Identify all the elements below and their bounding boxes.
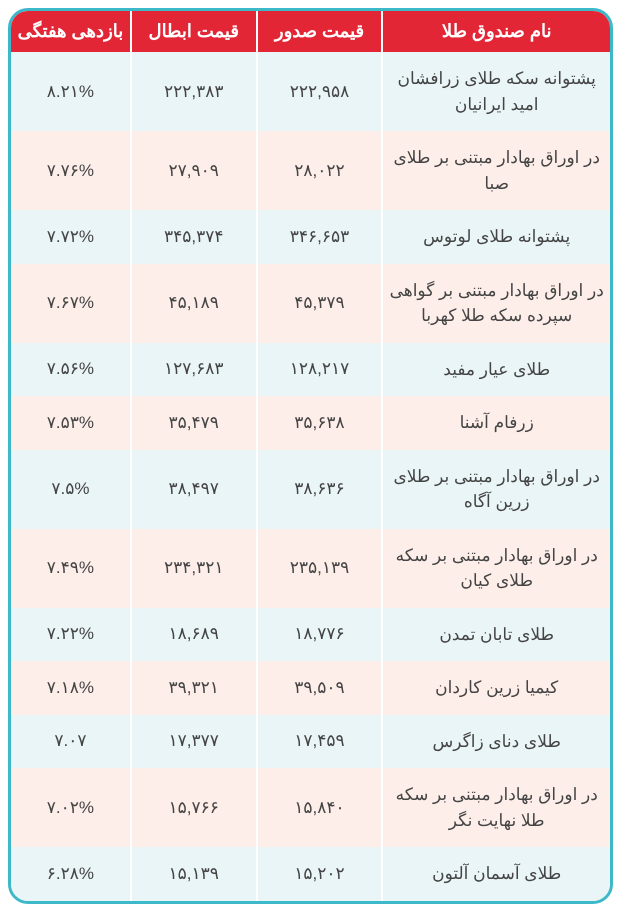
cell-name: در اوراق بهادار مبتنی بر گواهی سپرده سکه… xyxy=(382,264,610,343)
cell-weekly: ۷.۵% xyxy=(11,450,131,529)
table-row: پشتوانه طلای لوتوس ۳۴۶,۶۵۳ ۳۴۵,۳۷۴ ۷.۷۲% xyxy=(11,210,610,264)
table-row: طلای تابان تمدن ۱۸,۷۷۶ ۱۸,۶۸۹ ۷.۲۲% xyxy=(11,608,610,662)
cell-weekly: ۷.۶۷% xyxy=(11,264,131,343)
cell-redeem: ۱۵,۱۳۹ xyxy=(131,847,257,901)
cell-name: طلای دنای زاگرس xyxy=(382,715,610,769)
cell-name: پشتوانه سکه طلای زرافشان امید ایرانیان xyxy=(382,52,610,131)
cell-name: طلای تابان تمدن xyxy=(382,608,610,662)
table-row: زرفام آشنا ۳۵,۶۳۸ ۳۵,۴۷۹ ۷.۵۳% xyxy=(11,396,610,450)
table-row: طلای دنای زاگرس ۱۷,۴۵۹ ۱۷,۳۷۷ ۷.۰۷ xyxy=(11,715,610,769)
cell-issue: ۳۸,۶۳۶ xyxy=(257,450,383,529)
col-redeem: قیمت ابطال xyxy=(131,11,257,52)
cell-name: طلای آسمان آلتون xyxy=(382,847,610,901)
cell-weekly: ۷.۷۶% xyxy=(11,131,131,210)
table-row: طلای آسمان آلتون ۱۵,۲۰۲ ۱۵,۱۳۹ ۶.۲۸% xyxy=(11,847,610,901)
cell-redeem: ۱۲۷,۶۸۳ xyxy=(131,343,257,397)
cell-issue: ۳۴۶,۶۵۳ xyxy=(257,210,383,264)
col-name: نام صندوق طلا xyxy=(382,11,610,52)
cell-redeem: ۴۵,۱۸۹ xyxy=(131,264,257,343)
cell-issue: ۱۵,۸۴۰ xyxy=(257,768,383,847)
cell-redeem: ۲۳۴,۳۲۱ xyxy=(131,529,257,608)
cell-weekly: ۷.۰۷ xyxy=(11,715,131,769)
table-row: طلای عیار مفید ۱۲۸,۲۱۷ ۱۲۷,۶۸۳ ۷.۵۶% xyxy=(11,343,610,397)
table-row: کیمیا زرین کاردان ۳۹,۵۰۹ ۳۹,۳۲۱ ۷.۱۸% xyxy=(11,661,610,715)
cell-name: در اوراق بهادار مبتنی بر سکه طلا نهایت ن… xyxy=(382,768,610,847)
cell-issue: ۴۵,۳۷۹ xyxy=(257,264,383,343)
cell-name: پشتوانه طلای لوتوس xyxy=(382,210,610,264)
header-row: نام صندوق طلا قیمت صدور قیمت ابطال بازده… xyxy=(11,11,610,52)
cell-issue: ۳۹,۵۰۹ xyxy=(257,661,383,715)
cell-issue: ۳۵,۶۳۸ xyxy=(257,396,383,450)
cell-weekly: ۶.۲۸% xyxy=(11,847,131,901)
cell-issue: ۲۲۲,۹۵۸ xyxy=(257,52,383,131)
cell-issue: ۱۲۸,۲۱۷ xyxy=(257,343,383,397)
cell-name: در اوراق بهادار مبتنی بر سکه طلای کیان xyxy=(382,529,610,608)
cell-redeem: ۱۸,۶۸۹ xyxy=(131,608,257,662)
cell-redeem: ۱۵,۷۶۶ xyxy=(131,768,257,847)
cell-issue: ۱۸,۷۷۶ xyxy=(257,608,383,662)
cell-redeem: ۱۷,۳۷۷ xyxy=(131,715,257,769)
cell-redeem: ۳۹,۳۲۱ xyxy=(131,661,257,715)
cell-redeem: ۳۸,۴۹۷ xyxy=(131,450,257,529)
cell-name: در اوراق بهادار مبتنی بر طلای زرین آگاه xyxy=(382,450,610,529)
cell-issue: ۲۳۵,۱۳۹ xyxy=(257,529,383,608)
cell-weekly: ۷.۵۶% xyxy=(11,343,131,397)
cell-name: زرفام آشنا xyxy=(382,396,610,450)
cell-issue: ۱۵,۲۰۲ xyxy=(257,847,383,901)
cell-name: کیمیا زرین کاردان xyxy=(382,661,610,715)
cell-weekly: ۸.۲۱% xyxy=(11,52,131,131)
table-body: پشتوانه سکه طلای زرافشان امید ایرانیان ۲… xyxy=(11,52,610,901)
cell-name: طلای عیار مفید xyxy=(382,343,610,397)
gold-funds-table: نام صندوق طلا قیمت صدور قیمت ابطال بازده… xyxy=(11,11,610,901)
cell-weekly: ۷.۴۹% xyxy=(11,529,131,608)
cell-issue: ۱۷,۴۵۹ xyxy=(257,715,383,769)
cell-weekly: ۷.۵۳% xyxy=(11,396,131,450)
cell-weekly: ۷.۰۲% xyxy=(11,768,131,847)
col-weekly: بازدهی هفتگی xyxy=(11,11,131,52)
table-row: در اوراق بهادار مبتنی بر سکه طلای کیان ۲… xyxy=(11,529,610,608)
cell-weekly: ۷.۲۲% xyxy=(11,608,131,662)
table-row: در اوراق بهادار مبتنی بر گواهی سپرده سکه… xyxy=(11,264,610,343)
table-container: نام صندوق طلا قیمت صدور قیمت ابطال بازده… xyxy=(8,8,613,904)
table-row: در اوراق بهادار مبتنی بر طلای زرین آگاه … xyxy=(11,450,610,529)
table-row: پشتوانه سکه طلای زرافشان امید ایرانیان ۲… xyxy=(11,52,610,131)
cell-redeem: ۲۲۲,۳۸۳ xyxy=(131,52,257,131)
col-issue: قیمت صدور xyxy=(257,11,383,52)
cell-redeem: ۲۷,۹۰۹ xyxy=(131,131,257,210)
cell-weekly: ۷.۷۲% xyxy=(11,210,131,264)
cell-redeem: ۳۵,۴۷۹ xyxy=(131,396,257,450)
table-row: در اوراق بهادار مبتنی بر طلای صبا ۲۸,۰۲۲… xyxy=(11,131,610,210)
cell-issue: ۲۸,۰۲۲ xyxy=(257,131,383,210)
table-row: در اوراق بهادار مبتنی بر سکه طلا نهایت ن… xyxy=(11,768,610,847)
cell-redeem: ۳۴۵,۳۷۴ xyxy=(131,210,257,264)
cell-name: در اوراق بهادار مبتنی بر طلای صبا xyxy=(382,131,610,210)
cell-weekly: ۷.۱۸% xyxy=(11,661,131,715)
